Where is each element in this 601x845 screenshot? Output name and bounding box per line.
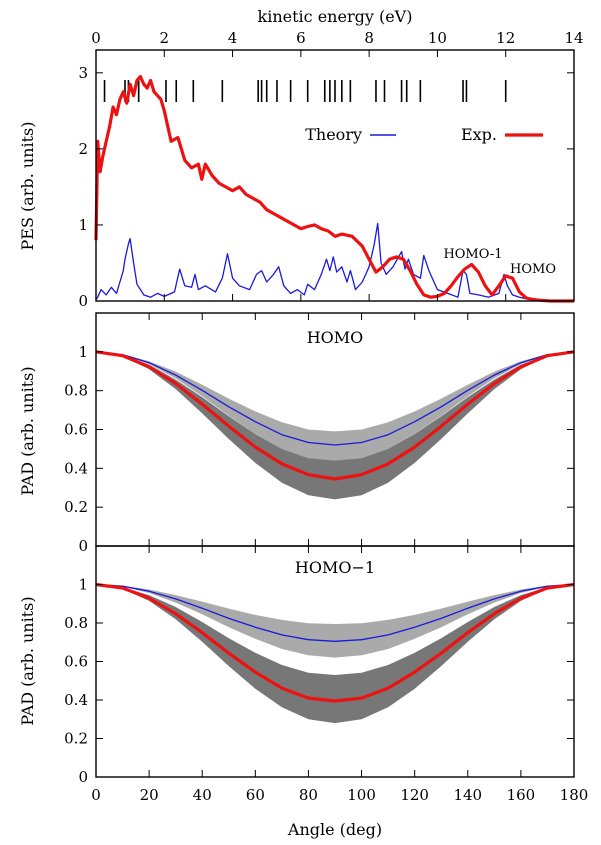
plot-frame [96,546,574,777]
y-tick-label: 0.4 [64,691,88,709]
theory-band [96,585,574,658]
x-tick-label: 80 [299,786,318,804]
top-x-tick-label: 12 [496,29,515,47]
y-tick-label: 0.4 [64,459,88,477]
pad-homo-panel: PAD (arb. units) HOMO 0 0.2 0.4 0.6 0.8 1 [18,313,574,555]
angle-xlabel: Angle (deg) [287,820,382,839]
y-tick-label: 0.6 [64,653,88,671]
legend: Theory Exp. [305,125,543,144]
theory-band [96,352,574,463]
top-x-tick-label: 8 [364,29,374,47]
stick-markers [105,80,506,102]
x-tick-label: 40 [193,786,212,804]
y-tick-label: 1 [78,343,88,361]
x-tick-label: 160 [507,786,536,804]
pad-homo-1-ylabel: PAD (arb. units) [18,596,37,725]
y-tick-label: 3 [78,64,88,82]
x-tick-label: 140 [453,786,482,804]
pad-homo-ylabel: PAD (arb. units) [18,366,37,495]
y-tick-label: 0 [78,292,88,310]
y-tick-label: 0 [78,537,88,555]
plot-frame [96,313,574,546]
x-tick-label: 0 [91,786,101,804]
annotation-homo-1: HOMO-1 [443,247,502,262]
top-x-tick-label: 0 [91,29,101,47]
top-x-tick-label: 2 [160,29,170,47]
y-tick-label: 0.2 [64,730,88,748]
y-tick-label: 0.2 [64,498,88,516]
legend-exp-label: Exp. [461,125,497,144]
y-tick-label: 0.8 [64,382,88,400]
pes-ylabel: PES (arb. units) [18,122,37,251]
annotation-homo: HOMO [510,262,556,277]
top-x-tick-label: 4 [228,29,238,47]
top-x-tick-label: 14 [564,29,583,47]
x-tick-label: 100 [347,786,376,804]
pad-homo-1-title: HOMO−1 [295,558,375,577]
pad-homo-1-panel: PAD (arb. units) HOMO−1 0 0.2 0.4 0.6 0.8 1 0 2… [18,546,588,839]
y-tick-label: 1 [78,576,88,594]
y-tick-label: 0 [78,768,88,786]
pes-panel: kinetic energy (eV) PES (arb. units) HOM… [18,7,584,310]
legend-theory-label: Theory [305,125,362,144]
y-tick-label: 2 [78,140,88,158]
x-tick-label: 60 [246,786,265,804]
y-tick-label: 0.8 [64,614,88,632]
x-tick-label: 20 [140,786,159,804]
y-tick-label: 1 [78,216,88,234]
top-x-tick-label: 10 [428,29,447,47]
theory-line [96,352,574,445]
pad-homo-title: HOMO [307,328,364,347]
x-tick-label: 120 [400,786,429,804]
top-xaxis-label: kinetic energy (eV) [258,7,413,26]
x-tick-label: 180 [560,786,589,804]
top-x-tick-label: 6 [296,29,306,47]
y-tick-label: 0.6 [64,421,88,439]
